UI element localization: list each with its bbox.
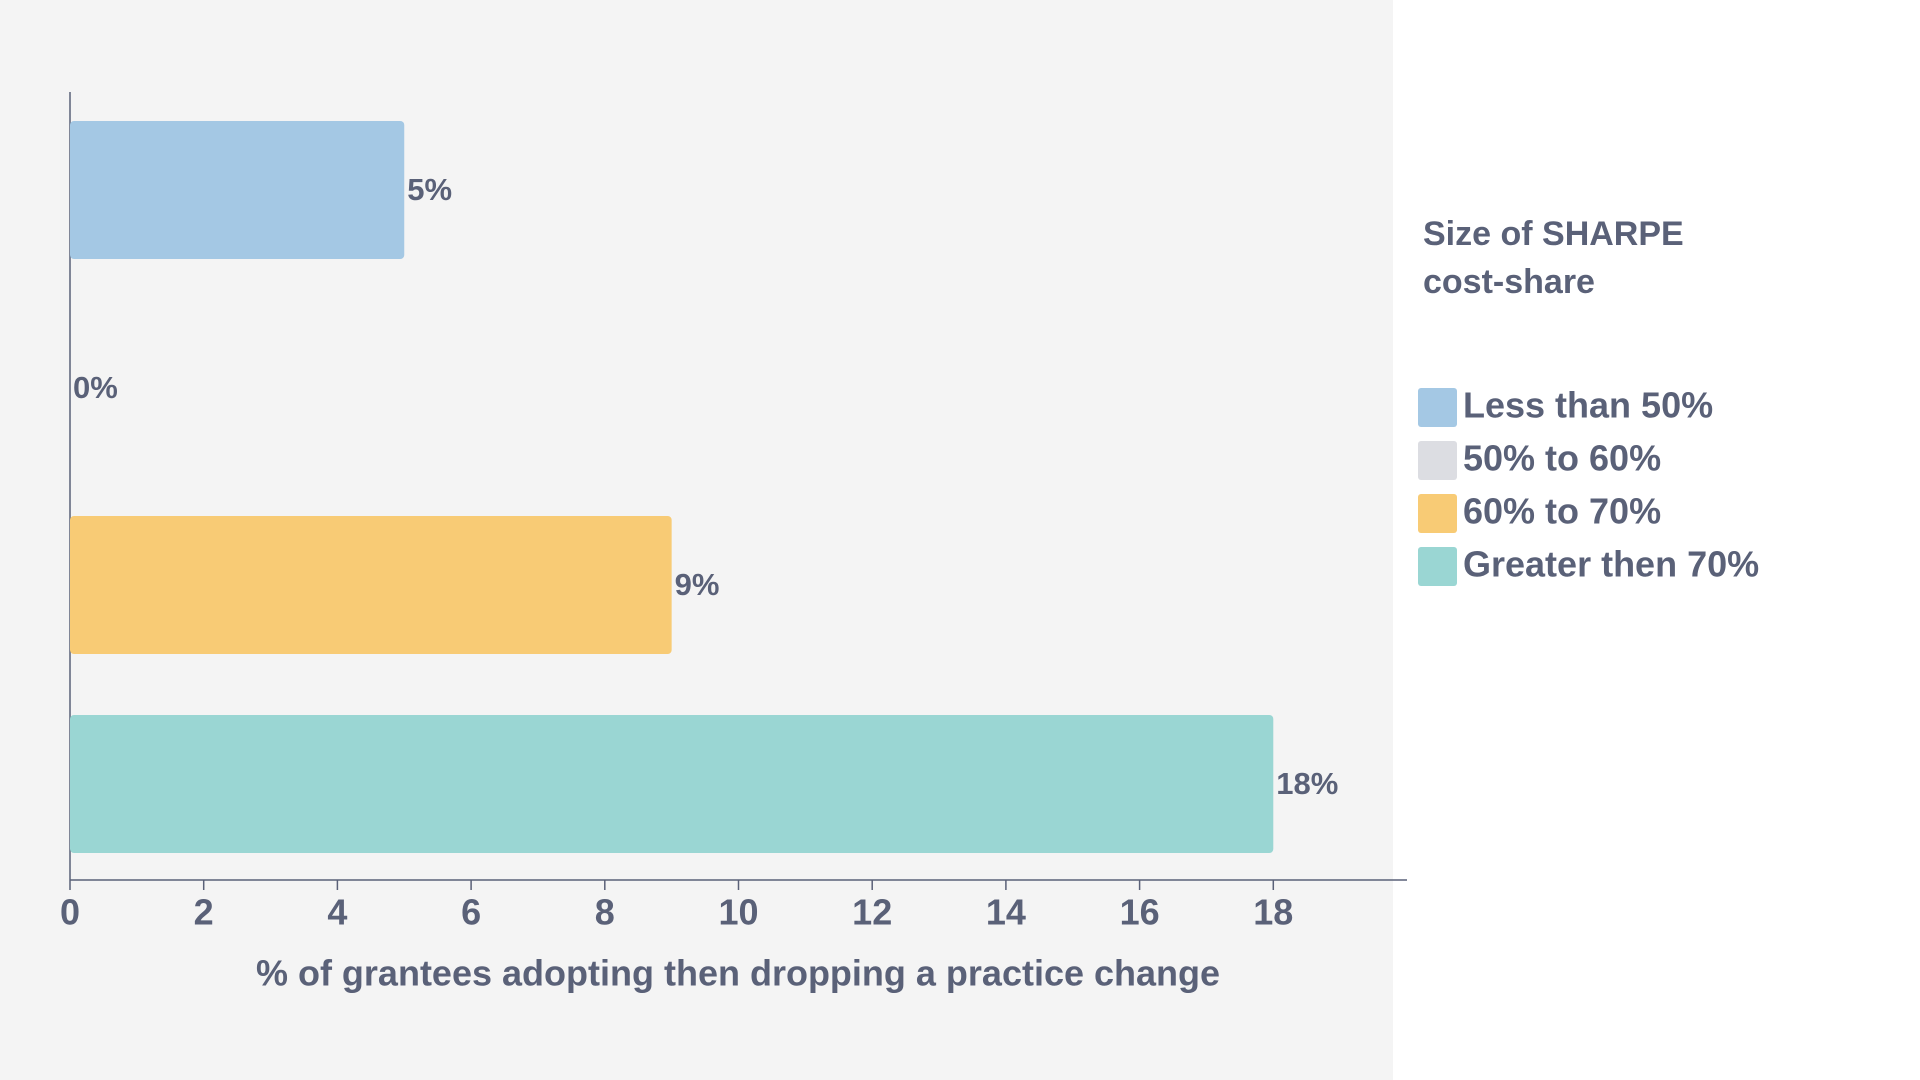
x-tick-label: 18 <box>1253 892 1293 933</box>
data-label: 0% <box>73 370 118 405</box>
x-tick-label: 6 <box>461 892 481 933</box>
bar <box>70 715 1274 853</box>
bar <box>70 516 672 654</box>
legend-label: 60% to 70% <box>1463 491 1661 532</box>
legend-label: Greater then 70% <box>1463 544 1759 585</box>
legend-label: 50% to 60% <box>1463 438 1661 479</box>
x-tick-label: 16 <box>1120 892 1160 933</box>
x-tick-label: 4 <box>327 892 347 933</box>
x-tick-label: 14 <box>986 892 1026 933</box>
legend-swatch <box>1418 441 1457 480</box>
x-tick-label: 10 <box>718 892 758 933</box>
legend-label: Less than 50% <box>1463 385 1713 426</box>
x-axis-title: % of grantees adopting then dropping a p… <box>256 953 1220 994</box>
bar <box>70 121 405 259</box>
legend-title: Size of SHARPE cost-share <box>1423 215 1684 301</box>
x-tick-label: 12 <box>852 892 892 933</box>
data-label: 9% <box>675 567 720 602</box>
x-tick-label: 2 <box>194 892 214 933</box>
legend-swatch <box>1418 494 1457 533</box>
legend-swatch <box>1418 547 1457 586</box>
legend-swatch <box>1418 388 1457 427</box>
x-tick-label: 8 <box>595 892 615 933</box>
data-label: 5% <box>407 172 452 207</box>
data-label: 18% <box>1276 766 1338 801</box>
x-tick-label: 0 <box>60 892 80 933</box>
